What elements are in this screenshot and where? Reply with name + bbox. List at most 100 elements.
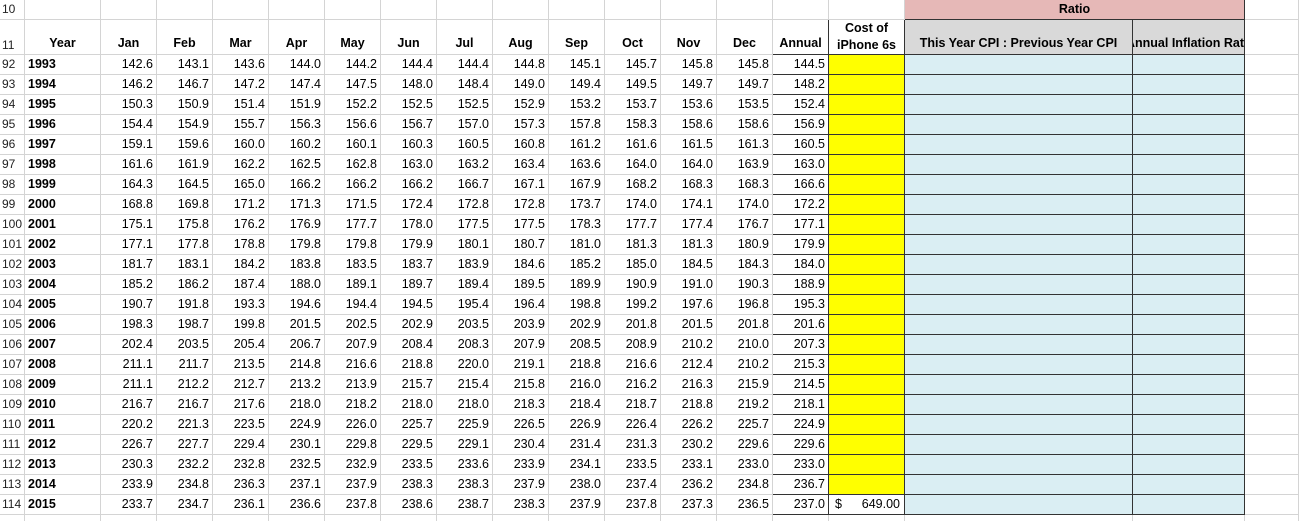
ratio-cell [905,115,1133,135]
cpi-cell: 237.8 [605,495,661,515]
cpi-cell: 234.8 [717,475,773,495]
empty-cell [437,0,493,20]
empty-cell [381,0,437,20]
cpi-cell: 194.5 [381,295,437,315]
cpi-cell: 160.8 [493,135,549,155]
year-cell: 2003 [25,255,101,275]
year-cell: 1999 [25,175,101,195]
cpi-cell: 218.8 [381,355,437,375]
cpi-cell: 145.1 [549,55,605,75]
empty-cell [661,0,717,20]
empty-cell [717,515,773,521]
cpi-cell: 226.4 [605,415,661,435]
cpi-cell: 237.9 [325,475,381,495]
cpi-cell: 189.4 [437,275,493,295]
cpi-cell: 142.6 [101,55,157,75]
empty-cell [25,0,101,20]
cpi-cell: 180.1 [437,235,493,255]
cpi-cell: 180.9 [717,235,773,255]
cpi-cell: 214.8 [269,355,325,375]
empty-cell [605,515,661,521]
row-number: 112 [0,455,25,475]
inflation-cell [1133,335,1245,355]
cpi-cell: 216.7 [157,395,213,415]
cost-cell: $649.00 [829,495,905,515]
cpi-cell: 218.0 [381,395,437,415]
cpi-cell: 213.9 [325,375,381,395]
cpi-cell: 238.3 [437,475,493,495]
ratio-cell [905,135,1133,155]
cpi-cell: 150.9 [157,95,213,115]
inflation-cell [1133,255,1245,275]
cpi-cell: 201.5 [269,315,325,335]
cpi-cell: 227.7 [157,435,213,455]
cpi-cell: 168.3 [661,175,717,195]
ratio-cell [905,75,1133,95]
cpi-cell: 190.9 [605,275,661,295]
empty-cell [213,0,269,20]
cpi-cell: 166.7 [437,175,493,195]
cpi-cell: 213.2 [269,375,325,395]
empty-cell [605,0,661,20]
cpi-cell: 161.9 [157,155,213,175]
inflation-cell [1133,275,1245,295]
cost-cell [829,435,905,455]
cpi-cell: 212.7 [213,375,269,395]
ratio-cell [905,435,1133,455]
cpi-cell: 232.5 [269,455,325,475]
cpi-cell: 177.5 [493,215,549,235]
cpi-cell: 199.2 [605,295,661,315]
empty-cell [1245,475,1299,495]
row-number: 109 [0,395,25,415]
empty-cell [1245,455,1299,475]
ratio-cell [905,155,1133,175]
cost-cell [829,275,905,295]
cpi-cell: 177.7 [325,215,381,235]
cpi-cell: 172.4 [381,195,437,215]
cost-cell [829,175,905,195]
row-number: 100 [0,215,25,235]
annual-cell: 148.2 [773,75,829,95]
cpi-cell: 238.0 [549,475,605,495]
year-cell: 2010 [25,395,101,415]
cost-cell [829,195,905,215]
cpi-cell: 174.0 [605,195,661,215]
cost-cell [829,375,905,395]
cpi-cell: 163.0 [381,155,437,175]
ratio-cell [905,295,1133,315]
annual-cell: 172.2 [773,195,829,215]
cpi-cell: 218.0 [437,395,493,415]
annual-cell: 229.6 [773,435,829,455]
cpi-cell: 172.8 [437,195,493,215]
cpi-cell: 202.5 [325,315,381,335]
column-header: Cost of iPhone 6s [829,20,905,55]
empty-cell [1245,115,1299,135]
inflation-cell [1133,355,1245,375]
empty-cell [381,515,437,521]
cpi-cell: 208.5 [549,335,605,355]
row-number: 114 [0,495,25,515]
cpi-cell: 233.6 [437,455,493,475]
year-cell: 2001 [25,215,101,235]
cpi-cell: 189.7 [381,275,437,295]
year-cell: 2004 [25,275,101,295]
cpi-cell: 208.9 [605,335,661,355]
cpi-cell: 149.7 [717,75,773,95]
row-number: 98 [0,175,25,195]
cpi-cell: 161.2 [549,135,605,155]
row-number: 103 [0,275,25,295]
cpi-cell: 236.5 [717,495,773,515]
cpi-cell: 149.4 [549,75,605,95]
cpi-cell: 237.8 [325,495,381,515]
year-cell: 2015 [25,495,101,515]
cpi-cell: 184.6 [493,255,549,275]
cpi-cell: 159.1 [101,135,157,155]
cpi-cell: 233.9 [101,475,157,495]
cpi-cell: 177.8 [157,235,213,255]
annual-cell: 218.1 [773,395,829,415]
cpi-cell: 233.7 [101,495,157,515]
cpi-cell: 185.2 [549,255,605,275]
empty-cell [549,515,605,521]
cpi-cell: 152.5 [437,95,493,115]
